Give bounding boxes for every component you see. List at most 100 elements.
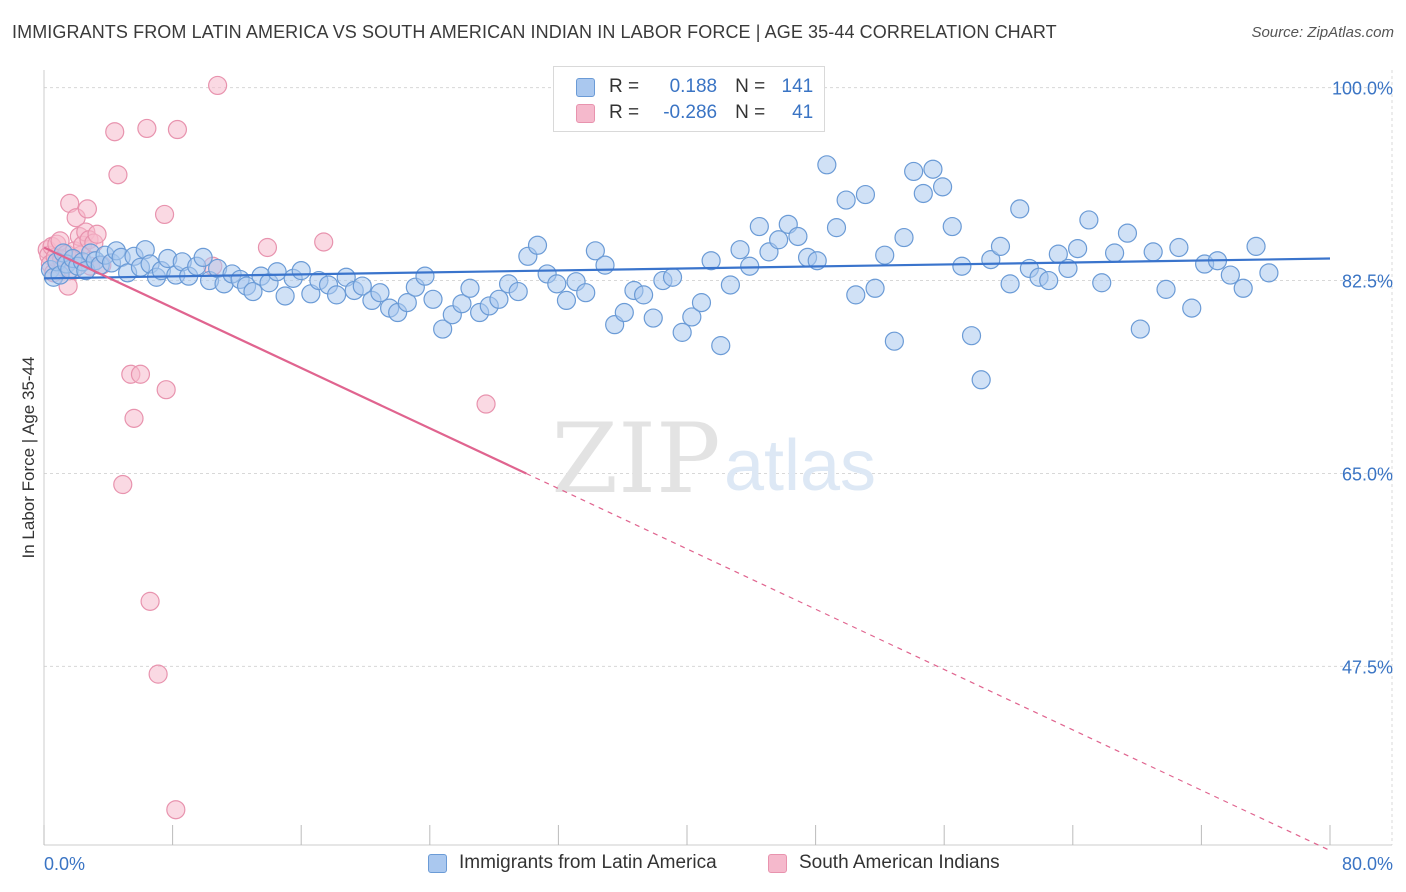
legend-row-blue: R = 0.188 N = 141 (576, 74, 813, 100)
data-point-immigrants-latin-america (423, 289, 443, 309)
data-point-immigrants-latin-america (749, 216, 769, 237)
data-point-south-american-indians (140, 591, 160, 611)
data-point-immigrants-latin-america (740, 256, 760, 276)
data-point-south-american-indians (137, 118, 157, 139)
data-point-immigrants-latin-america (1233, 278, 1253, 298)
data-point-immigrants-latin-america (576, 283, 596, 303)
data-point-immigrants-latin-america (894, 227, 914, 248)
data-point-immigrants-latin-america (527, 235, 548, 255)
data-point-south-american-indians (314, 232, 334, 252)
data-point-immigrants-latin-america (433, 319, 453, 339)
data-point-immigrants-latin-america (415, 266, 435, 286)
legend-swatch-pink (576, 103, 595, 123)
data-point-south-american-indians (148, 664, 168, 684)
data-point-immigrants-latin-america (460, 278, 480, 298)
series-immigrants-latin-america (40, 155, 1279, 390)
data-point-immigrants-latin-america (990, 236, 1011, 256)
data-point-immigrants-latin-america (875, 245, 895, 265)
data-point-immigrants-latin-america (489, 289, 509, 309)
data-point-immigrants-latin-america (769, 230, 789, 250)
data-point-immigrants-latin-america (1130, 319, 1150, 339)
trend-line-south-american-indians (43, 246, 527, 475)
series-south-american-indians (37, 75, 496, 820)
bottom-legend-swatch-blue (428, 853, 447, 873)
watermark-atlas: atlas (724, 426, 876, 506)
data-point-immigrants-latin-america (326, 285, 347, 305)
data-point-immigrants-latin-america (267, 262, 287, 282)
data-point-immigrants-latin-america (1068, 238, 1088, 259)
trend-line-immigrants-latin-america (43, 257, 1331, 280)
data-point-immigrants-latin-america (971, 370, 991, 390)
data-point-south-american-indians (208, 75, 228, 96)
data-point-immigrants-latin-america (1246, 236, 1266, 256)
data-point-immigrants-latin-america (865, 278, 885, 298)
data-point-immigrants-latin-america (452, 294, 472, 314)
data-point-immigrants-latin-america (556, 290, 577, 311)
legend-r-value-blue: 0.188 (669, 76, 718, 97)
data-point-immigrants-latin-america (682, 307, 702, 327)
data-point-immigrants-latin-america (1220, 265, 1240, 285)
data-point-south-american-indians (77, 199, 98, 219)
y-tick-label: 82.5% (1342, 272, 1393, 292)
data-point-immigrants-latin-america (1039, 270, 1059, 291)
watermark: ZIP atlas (551, 403, 876, 515)
legend-r-label: R = (609, 76, 640, 97)
data-point-immigrants-latin-america (961, 326, 982, 346)
data-point-immigrants-latin-america (633, 285, 654, 305)
data-point-south-american-indians (108, 165, 128, 185)
data-point-south-american-indians (124, 408, 144, 428)
x-tick-label-min: 0.0% (44, 854, 85, 874)
data-point-immigrants-latin-america (691, 293, 712, 313)
data-point-immigrants-latin-america (711, 336, 731, 356)
axes (43, 70, 1392, 846)
legend-n-value-pink: 41 (792, 102, 814, 123)
bottom-legend-label-pink: South American Indians (799, 852, 1000, 873)
data-point-immigrants-latin-america (595, 255, 615, 275)
data-point-south-american-indians (113, 474, 133, 495)
data-point-immigrants-latin-america (672, 322, 692, 342)
data-point-immigrants-latin-america (720, 275, 741, 295)
correlation-legend: R = 0.188 N = 141 R = -0.286 N = 41 (553, 66, 825, 132)
bottom-legend-swatch-pink (768, 853, 787, 873)
data-point-immigrants-latin-america (1104, 243, 1125, 263)
data-point-immigrants-latin-america (1169, 237, 1189, 258)
y-tick-label: 65.0% (1342, 464, 1393, 484)
data-point-immigrants-latin-america (508, 281, 528, 302)
data-point-south-american-indians (130, 364, 151, 384)
data-point-immigrants-latin-america (1010, 199, 1030, 219)
data-point-south-american-indians (154, 204, 175, 225)
trend-lines (43, 246, 1331, 852)
bottom-legend-pink: South American Indians (768, 852, 1000, 874)
data-point-immigrants-latin-america (1156, 279, 1176, 299)
y-tick-label: 100.0% (1332, 79, 1393, 99)
data-point-immigrants-latin-america (923, 159, 943, 179)
trend-line-south-american-indians-extrapolated (525, 472, 1331, 852)
tick-labels: 100.0% 82.5% 65.0% 47.5% 0.0% 80.0% In Labor F… (19, 79, 1393, 874)
y-axis-label: In Labor Force | Age 35-44 (19, 357, 38, 559)
bottom-legend-label-blue: Immigrants from Latin America (459, 852, 717, 873)
data-point-immigrants-latin-america (585, 241, 605, 261)
data-point-immigrants-latin-america (370, 283, 390, 303)
data-point-immigrants-latin-america (730, 240, 750, 260)
data-point-immigrants-latin-america (855, 184, 876, 205)
data-point-immigrants-latin-america (275, 286, 295, 306)
data-point-immigrants-latin-america (1117, 223, 1138, 243)
x-tick-label-max: 80.0% (1342, 854, 1393, 874)
data-point-immigrants-latin-america (243, 281, 263, 302)
data-point-immigrants-latin-america (1259, 263, 1279, 283)
chart-title: IMMIGRANTS FROM LATIN AMERICA VS SOUTH A… (12, 22, 1057, 42)
data-point-immigrants-latin-america (662, 267, 683, 287)
legend-r-label: R = (609, 102, 640, 123)
data-point-immigrants-latin-america (1058, 258, 1078, 279)
y-tick-label: 47.5% (1342, 657, 1393, 677)
data-point-immigrants-latin-america (836, 190, 856, 210)
data-point-immigrants-latin-america (788, 226, 808, 247)
data-point-south-american-indians (156, 380, 176, 400)
data-point-immigrants-latin-america (942, 216, 962, 237)
data-point-immigrants-latin-america (932, 177, 953, 197)
data-point-immigrants-latin-america (913, 183, 933, 204)
source-credit: Source: ZipAtlas.com (1251, 24, 1394, 41)
data-point-immigrants-latin-america (1079, 210, 1099, 230)
data-point-south-american-indians (105, 122, 125, 142)
